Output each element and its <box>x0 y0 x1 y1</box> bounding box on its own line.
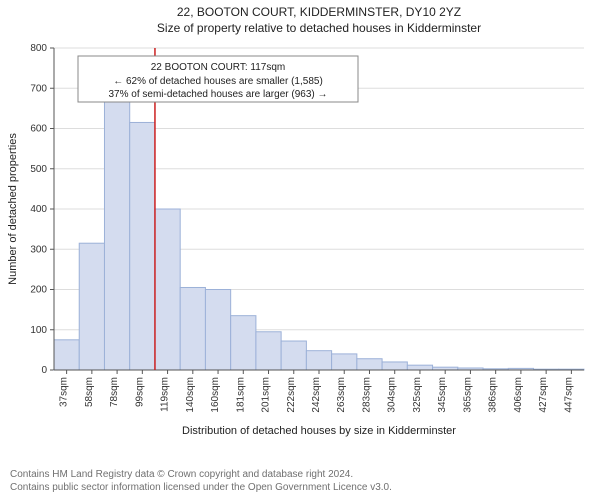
chart-title-2: Size of property relative to detached ho… <box>157 21 481 35</box>
xtick-label: 283sqm <box>361 377 372 413</box>
xtick-label: 242sqm <box>311 377 322 413</box>
xtick-label: 427sqm <box>538 377 549 413</box>
xtick-label: 201sqm <box>261 377 272 413</box>
xtick-label: 160sqm <box>210 377 221 413</box>
ytick-label: 400 <box>30 204 47 215</box>
bar <box>231 316 256 370</box>
footer-line-1: Contains HM Land Registry data © Crown c… <box>10 468 392 481</box>
xtick-label: 386sqm <box>488 377 499 413</box>
bar <box>256 332 281 370</box>
ytick-label: 800 <box>30 43 47 54</box>
bar <box>104 96 129 370</box>
xtick-label: 447sqm <box>563 377 574 413</box>
xtick-label: 325sqm <box>412 377 423 413</box>
xtick-label: 140sqm <box>185 377 196 413</box>
bar <box>332 354 357 370</box>
bar <box>79 243 104 370</box>
ytick-label: 0 <box>41 365 47 376</box>
bar <box>306 351 331 370</box>
xtick-label: 365sqm <box>462 377 473 413</box>
ytick-label: 600 <box>30 124 47 135</box>
bar <box>357 359 382 370</box>
ytick-label: 300 <box>30 244 47 255</box>
annotation-line-3: 37% of semi-detached houses are larger (… <box>108 89 327 100</box>
x-axis-label: Distribution of detached houses by size … <box>182 425 456 437</box>
xtick-label: 263sqm <box>336 377 347 413</box>
xtick-label: 406sqm <box>513 377 524 413</box>
footer-attribution: Contains HM Land Registry data © Crown c… <box>10 468 392 494</box>
bar <box>281 341 306 370</box>
xtick-label: 345sqm <box>437 377 448 413</box>
xtick-label: 222sqm <box>286 377 297 413</box>
bar <box>407 365 432 370</box>
ytick-label: 500 <box>30 164 47 175</box>
annotation-line-1: 22 BOOTON COURT: 117sqm <box>151 62 286 73</box>
xtick-label: 58sqm <box>84 377 95 407</box>
bar <box>382 362 407 370</box>
chart-title-1: 22, BOOTON COURT, KIDDERMINSTER, DY10 2Y… <box>177 5 461 19</box>
bar <box>155 209 180 370</box>
bar <box>180 287 205 370</box>
y-axis-label: Number of detached properties <box>7 133 19 285</box>
xtick-label: 78sqm <box>109 377 120 407</box>
xtick-label: 304sqm <box>387 377 398 413</box>
xtick-label: 181sqm <box>235 377 246 413</box>
bar <box>130 122 155 370</box>
bar <box>205 290 230 371</box>
ytick-label: 700 <box>30 83 47 94</box>
xtick-label: 37sqm <box>59 377 70 407</box>
bar <box>54 340 79 370</box>
footer-line-2: Contains public sector information licen… <box>10 481 392 494</box>
ytick-label: 100 <box>30 325 47 336</box>
xtick-label: 99sqm <box>134 377 145 407</box>
ytick-label: 200 <box>30 285 47 296</box>
histogram-chart: 0 100 200 300 400 500 600 700 800 37sqm 58sqm 78sqm… <box>0 0 600 440</box>
xtick-label: 119sqm <box>160 377 171 412</box>
annotation-line-2: ← 62% of detached houses are smaller (1,… <box>113 76 323 87</box>
